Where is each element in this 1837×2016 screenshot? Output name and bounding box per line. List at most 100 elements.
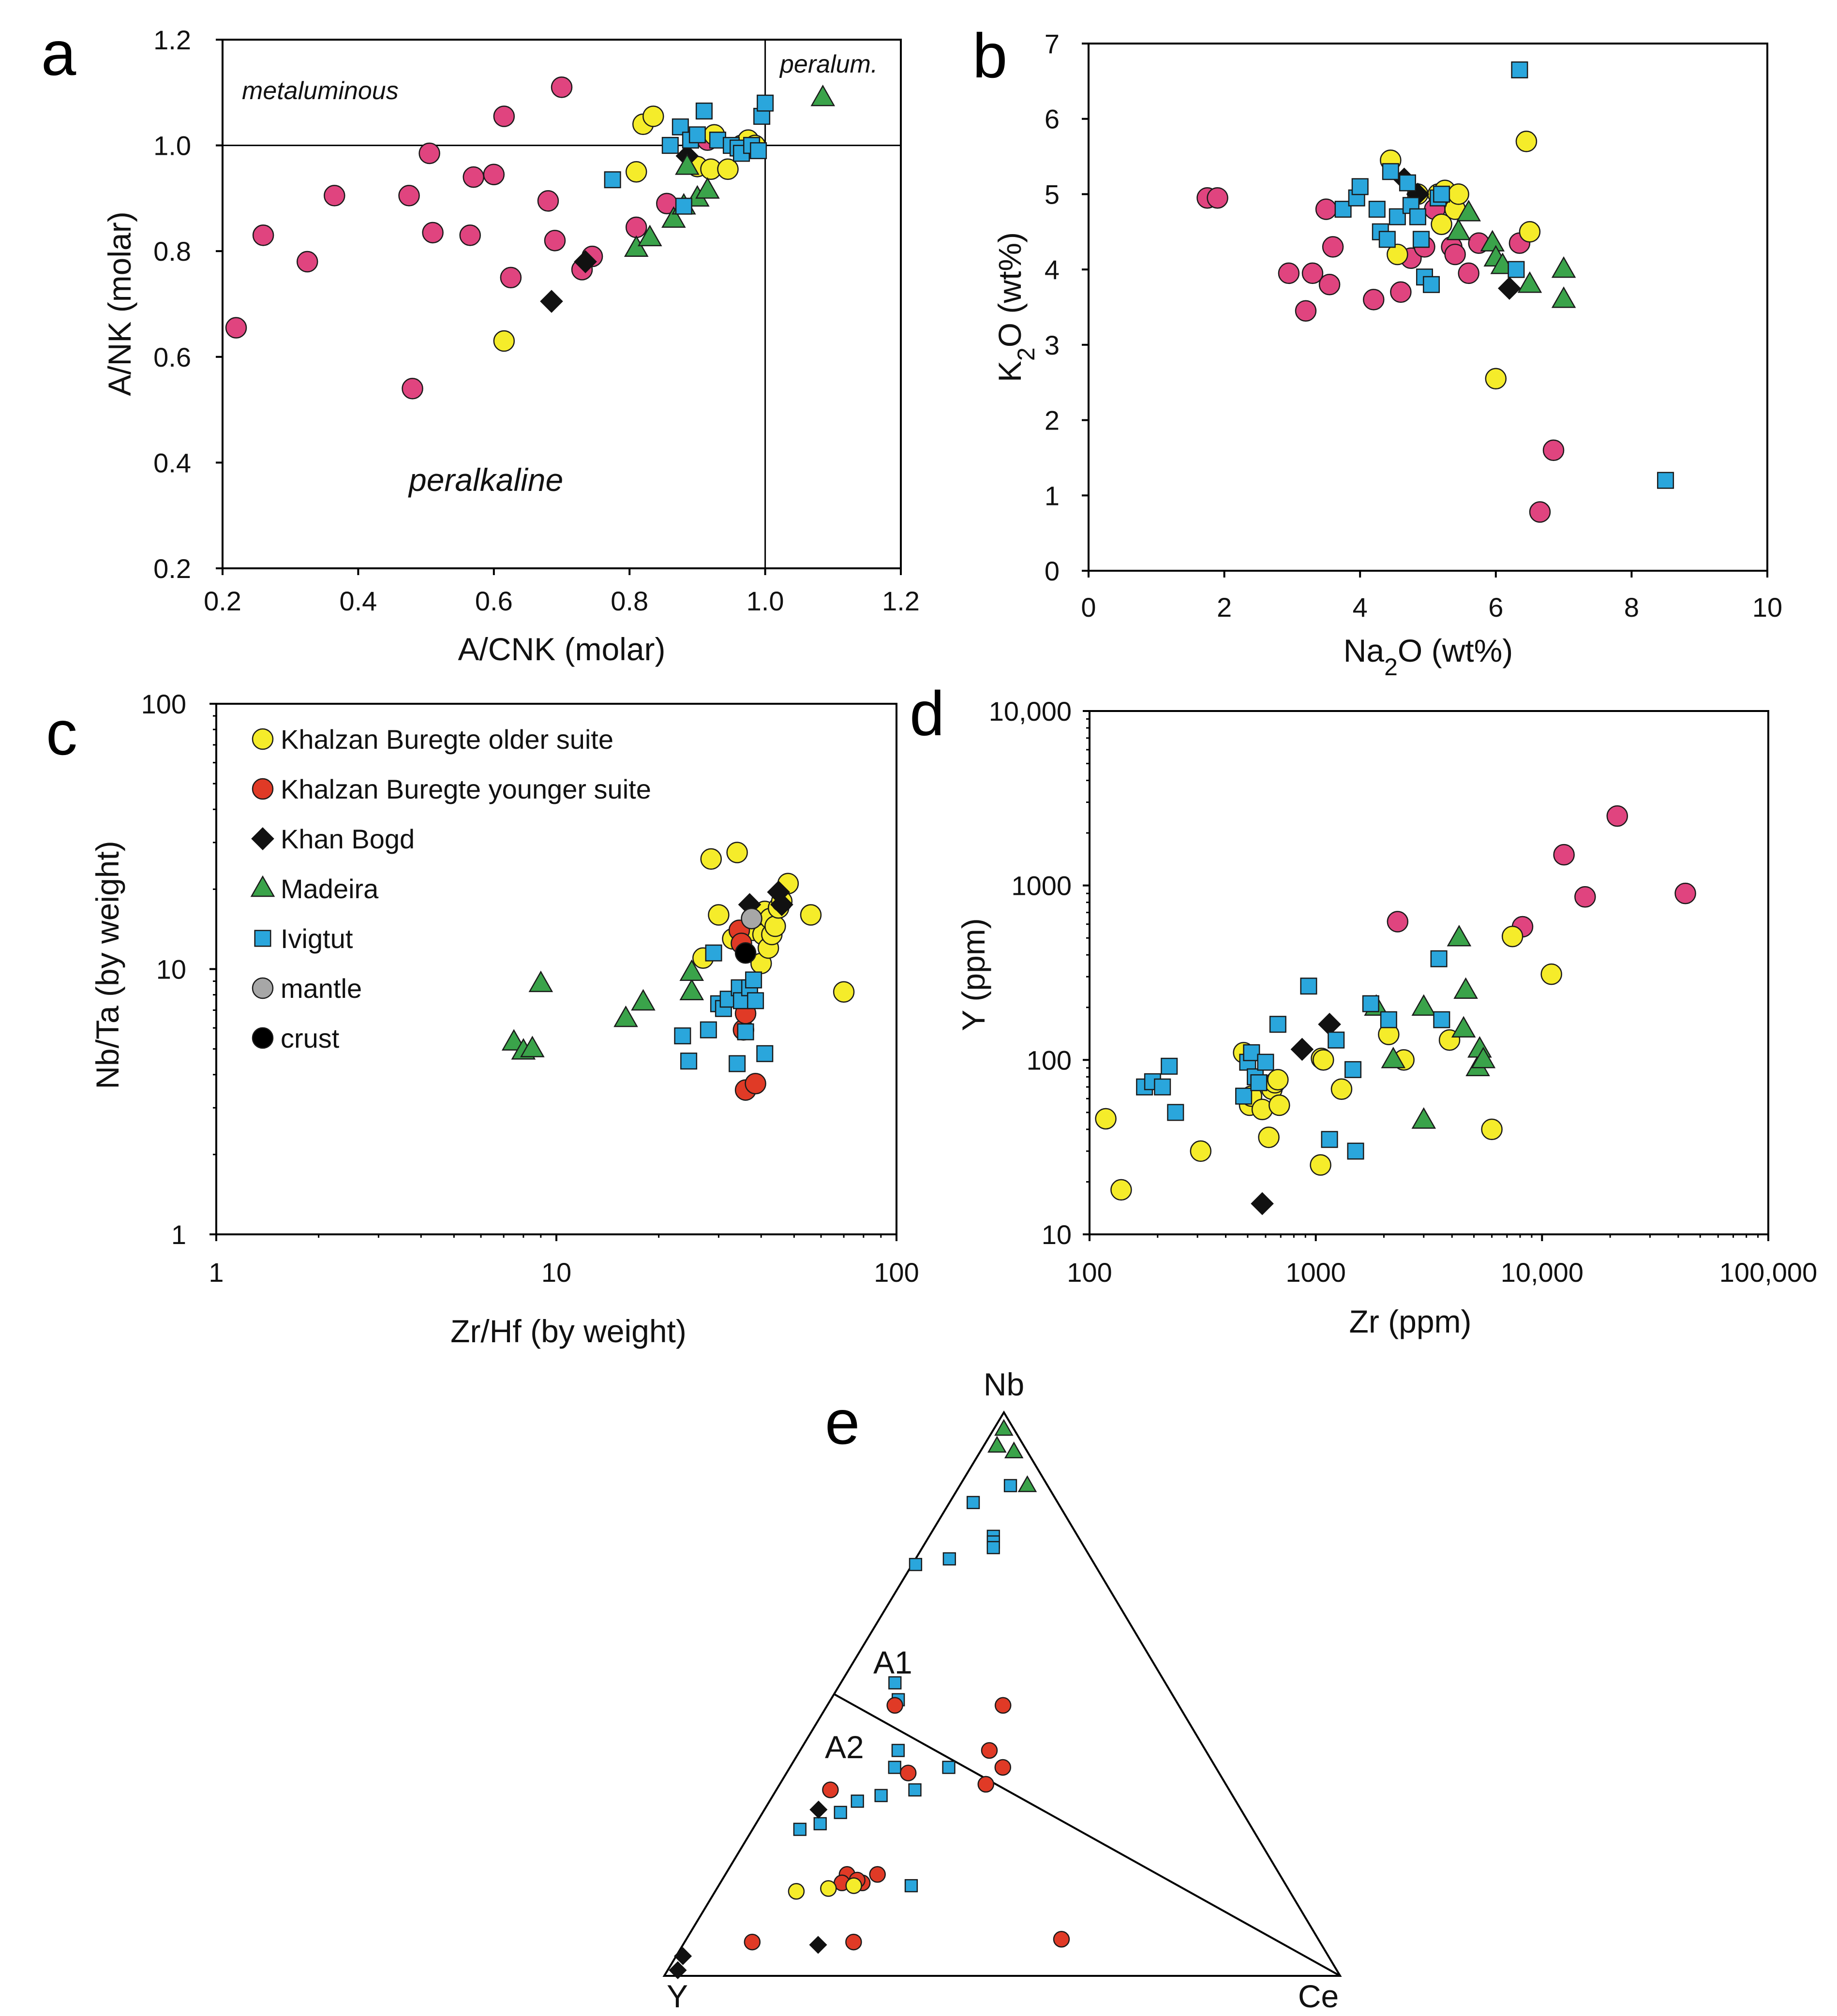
data-point-khan-bogd	[574, 250, 597, 273]
data-point-mantle	[741, 907, 762, 930]
ternary-vertex-nb: Nb	[984, 1366, 1024, 1402]
data-point-khalzan-buregte-older-suite	[1501, 925, 1523, 948]
panel-d-xtick-label: 1000	[1285, 1257, 1346, 1288]
panel-b-frame	[1088, 43, 1768, 572]
ternary-point-ivigtut	[813, 1817, 827, 1831]
legend-label-madeira: Madeira	[281, 874, 379, 904]
data-point-khalzan-buregte-older-suite	[1258, 1127, 1280, 1148]
data-point-ivigtut	[1389, 208, 1406, 225]
ternary-point-ivigtut	[904, 1879, 918, 1893]
panel-a: 0.2 0.4 0.6 0.8 1.0 1.2 0.2 0.4 0.6 0.8 1.0 1.2 met…	[102, 25, 920, 667]
panel-b-ytick-label: 5	[1045, 179, 1060, 209]
panel-d-ytick-label: 10	[1042, 1219, 1072, 1250]
data-point-madeira	[613, 1005, 638, 1027]
data-point-madeira	[1411, 994, 1436, 1016]
data-point-madeira	[624, 235, 649, 257]
legend-label-khalzan-buregte-younger-suite: Khalzan Buregte younger suite	[281, 774, 651, 804]
data-point-madeira	[1551, 256, 1576, 278]
data-point-magenta	[1315, 198, 1337, 220]
ternary-point-madeira	[994, 1419, 1014, 1436]
data-point-madeira	[631, 989, 656, 1011]
data-point-ivigtut	[756, 1045, 774, 1062]
annotation-peralkaline: peralkaline	[408, 462, 563, 498]
data-point-ivigtut	[1347, 1142, 1364, 1160]
data-point-magenta	[1301, 262, 1324, 284]
data-point-khalzan-buregte-older-suite	[1267, 1069, 1289, 1091]
panel-a-frame	[222, 39, 902, 569]
ternary-vertex-y: Y	[667, 1978, 688, 2014]
data-point-madeira	[1480, 230, 1505, 252]
data-point-madeira	[679, 978, 704, 1000]
data-point-magenta	[500, 267, 522, 289]
data-point-magenta	[493, 105, 515, 127]
data-point-magenta	[1444, 243, 1466, 266]
data-point-magenta	[537, 190, 559, 212]
panel-a-xlabel: A/CNK (molar)	[458, 631, 665, 667]
panel-d-xtick-label: 100	[1067, 1257, 1112, 1288]
panel-c-ytick-label: 10	[156, 954, 186, 985]
data-point-ivigtut	[1380, 1011, 1397, 1028]
data-point-khalzan-buregte-older-suite	[1313, 1049, 1334, 1071]
panel-letter-e: e	[825, 1387, 860, 1457]
panel-d-ylabel: Y (ppm)	[956, 918, 991, 1031]
data-point-ivigtut	[1351, 178, 1369, 195]
panel-a-ylabel: A/NK (molar)	[102, 211, 137, 396]
data-point-magenta	[483, 163, 505, 185]
legend-marker-ivigtut	[254, 930, 271, 947]
data-point-magenta	[418, 142, 440, 164]
panel-a-xtick-label: 1.2	[882, 586, 920, 616]
data-point-ivigtut	[1321, 1131, 1338, 1148]
data-point-magenta	[1574, 886, 1596, 908]
data-point-ivigtut	[1328, 1031, 1345, 1049]
data-point-madeira	[1447, 924, 1472, 947]
panel-e: Nb Y Ce A1 A2	[662, 1366, 1342, 2014]
annotation-peraluminous: peralum.	[779, 50, 878, 78]
data-point-khalzan-buregte-older-suite	[1485, 368, 1507, 390]
data-point-madeira	[528, 970, 553, 993]
data-point-khalzan-buregte-older-suite	[1431, 213, 1452, 235]
data-point-khalzan-buregte-older-suite	[700, 848, 722, 870]
data-point-magenta	[252, 224, 274, 246]
data-point-magenta	[625, 216, 647, 238]
data-point-madeira	[1471, 1047, 1496, 1068]
ternary-point-madeira	[1017, 1475, 1037, 1492]
ternary-point-khalzan-buregte-younger-suite	[1053, 1931, 1070, 1948]
panel-a-xtick-label: 1.0	[747, 586, 784, 616]
ternary-point-ivigtut	[834, 1806, 847, 1819]
legend-label-ivigtut: Ivigtut	[281, 923, 353, 954]
data-point-madeira	[520, 1036, 545, 1057]
data-point-ivigtut	[1235, 1087, 1253, 1105]
data-point-ivigtut	[1362, 995, 1379, 1012]
data-point-magenta	[1542, 439, 1565, 461]
data-point-ivigtut	[700, 1021, 717, 1038]
data-point-magenta	[422, 222, 444, 244]
data-point-ivigtut	[1161, 1057, 1178, 1075]
data-point-magenta	[1553, 844, 1575, 866]
ternary-point-ivigtut	[1003, 1479, 1017, 1493]
data-point-magenta	[459, 224, 481, 246]
ternary-point-khalzan-buregte-younger-suite	[869, 1866, 886, 1883]
data-point-ivigtut	[1269, 1016, 1286, 1033]
panel-e-points	[669, 1419, 1070, 1979]
data-point-madeira	[1451, 1016, 1476, 1038]
data-point-ivigtut	[1257, 1053, 1274, 1071]
panel-b-ytick-label: 7	[1045, 29, 1060, 59]
panel-b-ytick-label: 3	[1045, 330, 1060, 360]
data-point-magenta	[1322, 236, 1344, 258]
panel-d-ticks: 100 1000 10,000 100,000 10 100 1000 10,000	[989, 696, 1818, 1288]
data-point-ivigtut	[705, 944, 722, 962]
data-point-madeira	[695, 177, 720, 199]
ternary-point-madeira	[1004, 1441, 1024, 1458]
data-point-ivigtut	[1657, 472, 1674, 489]
data-point-ivigtut	[1378, 231, 1396, 248]
panel-a-xtick-label: 0.6	[475, 586, 513, 616]
data-point-khalzan-buregte-older-suite	[642, 105, 664, 127]
data-point-magenta	[463, 166, 484, 188]
data-point-khalzan-buregte-older-suite	[800, 904, 822, 926]
panel-b-xtick-label: 2	[1217, 592, 1232, 623]
ternary-point-ivigtut	[874, 1789, 888, 1802]
panel-d-ytick-label: 10,000	[989, 696, 1072, 726]
legend-label-khan-bogd: Khan Bogd	[281, 824, 415, 854]
legend-label-khalzan-buregte-older-suite: Khalzan Buregte older suite	[281, 724, 613, 755]
